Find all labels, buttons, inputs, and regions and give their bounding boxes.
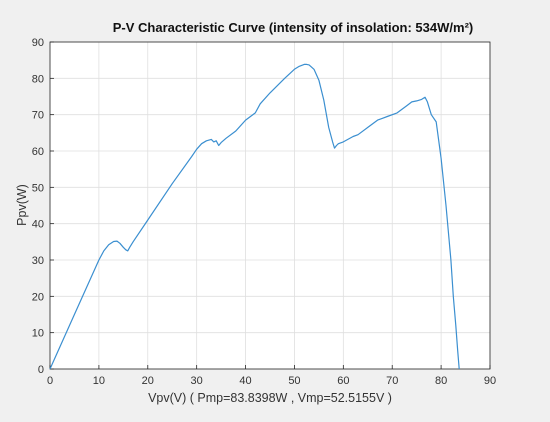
x-tick-label: 0 <box>47 375 53 387</box>
power-voltage-series-line <box>49 63 460 370</box>
plot-frame <box>49 41 491 370</box>
x-tick-label: 20 <box>142 375 154 387</box>
x-tick-label: 70 <box>386 375 398 387</box>
x-tick-label: 10 <box>93 375 105 387</box>
y-tick-label: 30 <box>32 255 44 267</box>
x-axis-ticks: 0 10 20 30 40 50 60 70 80 90 <box>47 365 496 387</box>
y-tick-label: 50 <box>32 182 44 194</box>
x-tick-label: 90 <box>484 375 496 387</box>
x-tick-label: 50 <box>288 375 300 387</box>
y-tick-label: 10 <box>32 328 44 340</box>
chart-title: P-V Characteristic Curve (intensity of i… <box>113 20 473 35</box>
x-tick-label: 60 <box>337 375 349 387</box>
x-tick-label: 30 <box>191 375 203 387</box>
y-axis-label: Ppv(W) <box>15 184 29 226</box>
x-axis-label: Vpv(V) ( Pmp=83.8398W , Vmp=52.5155V ) <box>148 391 392 405</box>
y-axis-ticks: 0 10 20 30 40 50 60 70 80 90 <box>32 37 54 376</box>
y-tick-label: 60 <box>32 146 44 158</box>
y-tick-label: 40 <box>32 219 44 231</box>
plot-area <box>50 42 490 369</box>
x-tick-label: 40 <box>239 375 251 387</box>
x-tick-label: 80 <box>435 375 447 387</box>
y-tick-label: 0 <box>38 364 44 376</box>
y-tick-label: 20 <box>32 291 44 303</box>
y-tick-label: 90 <box>32 37 44 49</box>
y-tick-label: 80 <box>32 73 44 85</box>
y-tick-label: 70 <box>32 110 44 122</box>
